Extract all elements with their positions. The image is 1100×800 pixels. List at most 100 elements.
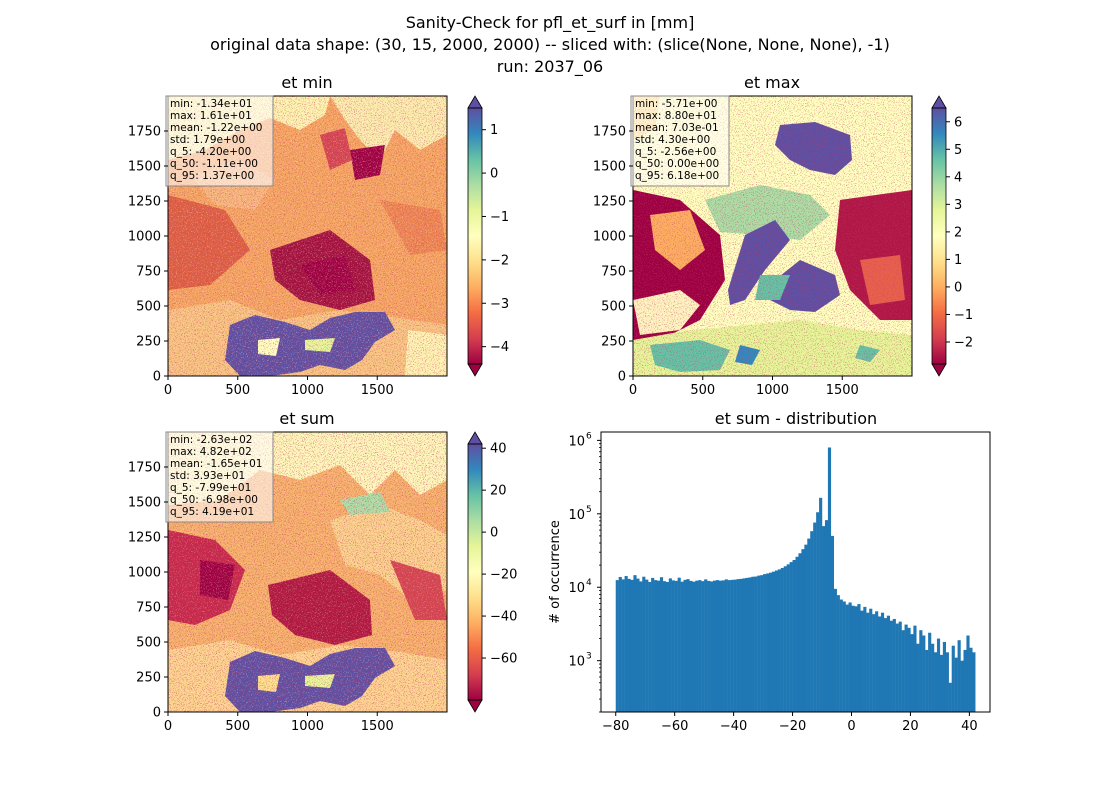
y-tick-label: 10 [568,434,585,449]
histogram-bar [704,579,708,712]
histogram-bar [910,634,914,712]
y-tick-exponent: 4 [586,578,592,588]
histogram-bar [615,580,619,712]
histogram-bar [816,512,820,712]
histogram-bar [636,578,640,712]
suptitle-line1: Sanity-Check for pfl_et_surf in [mm] [406,13,695,33]
stat-q95: q_95: 1.37e+00 [170,170,254,182]
panel-title: et max [744,73,800,92]
histogram-bar [819,497,823,712]
histogram-bar [901,630,905,712]
x-tick-label: 500 [690,383,715,398]
histogram-bar [789,562,793,712]
y-tick-label: 1750 [128,125,161,140]
histogram-bar [963,649,967,712]
x-tick-label: 500 [225,383,250,398]
histogram-bar [895,623,899,712]
histogram-bar [771,571,776,712]
x-tick-label: −20 [779,719,806,734]
colorbar-tick-label: −4 [490,340,509,355]
histogram-bar [833,588,837,712]
histogram-bar [742,578,746,712]
histogram-bar [698,580,702,712]
histogram-bar [842,601,846,712]
panel-title: et sum [279,409,334,428]
histogram-bar [745,577,749,712]
histogram-bar [860,610,864,712]
y-tick-label: 750 [136,265,161,280]
histogram-bar [801,549,805,712]
histogram-bar [972,652,976,712]
y-tick-label: 250 [136,335,161,350]
histogram-bar [651,577,655,712]
histogram-bar [707,580,711,712]
stat-std: std: 4.30e+00 [635,134,710,146]
heatmap-image [168,96,447,376]
histogram-bar [863,606,867,712]
x-tick-label: 1500 [826,383,859,398]
colorbar-tick-label: 1 [490,123,498,138]
histogram-bar [848,602,852,712]
y-tick-label: 10 [568,581,585,596]
y-tick-label: 250 [601,335,626,350]
histogram-bar [639,581,643,712]
y-tick-label: 10 [568,655,585,670]
colorbar-tick-label: 0 [490,526,498,541]
histogram-bar [671,580,675,712]
x-tick-label: −60 [661,719,688,734]
stat-mean: mean: 7.03e-01 [635,122,719,134]
y-tick-label: 1500 [593,160,626,175]
stat-max: max: 8.80e+01 [635,110,717,122]
panel-et-min: et min min: -1.34e+01 max: 1.61e+01 [128,73,509,398]
y-tick-label: 1000 [128,566,161,581]
colorbar-tick-label: −1 [954,308,973,323]
histogram-bar [656,580,661,712]
y-tick-label: 1500 [128,160,161,175]
histogram-bar [813,522,817,712]
histogram-bar [904,624,908,712]
panel-et-max: et max min: -5.71e+00 max: 8.80e+01 [593,73,973,398]
histogram-bar [668,578,672,712]
x-tick-label: 500 [225,719,250,734]
histogram-bar [942,641,946,712]
stat-q95: q_95: 4.19e+01 [170,506,254,518]
colorbar: 6 5 4 3 2 1 0 −1 −2 [931,95,973,377]
y-tick-label: 750 [136,601,161,616]
histogram-bar [677,577,681,712]
heatmap-axes: 0 500 1000 1500 0 250 500 750 1000 1250 1500 1750 [593,125,859,399]
y-tick-label: 1250 [128,195,161,210]
colorbar-tick-label: −2 [490,253,509,268]
histogram-bar [733,579,737,712]
histogram-bar [913,625,917,712]
histogram-bar [618,576,622,712]
x-tick-label: 1500 [361,383,394,398]
colorbar-tick-label: 0 [490,167,498,182]
y-axis-label: # of occurrence [548,520,563,624]
histogram-bar [648,581,652,712]
stat-min: min: -2.63e+02 [170,434,252,446]
histogram-bar [686,579,690,712]
colorbar-tick-label: 40 [490,442,507,457]
x-tick-label: 0 [164,383,172,398]
y-tick-exponent: 3 [586,652,592,662]
heatmap-axes: 0 500 1000 1500 0 250 500 750 1000 1250 1500 1750 [128,461,394,735]
colorbar-tick-label: 2 [954,225,962,240]
stat-std: std: 1.79e+00 [170,134,245,146]
stats-box: min: -2.63e+02 max: 4.82e+02 mean: -1.65… [165,431,274,523]
colorbar-tick-label: −2 [954,335,973,350]
panel-title: et sum - distribution [715,409,877,428]
histogram-bar [916,643,920,712]
histogram-bar [931,643,935,712]
histogram-bar [804,544,808,712]
histogram-bar [727,580,731,712]
histogram-bar [624,576,628,712]
histogram-bar [954,657,958,712]
y-tick-label: 1000 [128,230,161,245]
histogram-bar [951,645,955,712]
stat-mean: mean: -1.65e+01 [170,458,262,470]
x-tick-label: −40 [720,719,747,734]
stat-min: min: -5.71e+00 [635,98,717,110]
histogram-bar [957,640,961,712]
histogram-bar [721,580,725,712]
